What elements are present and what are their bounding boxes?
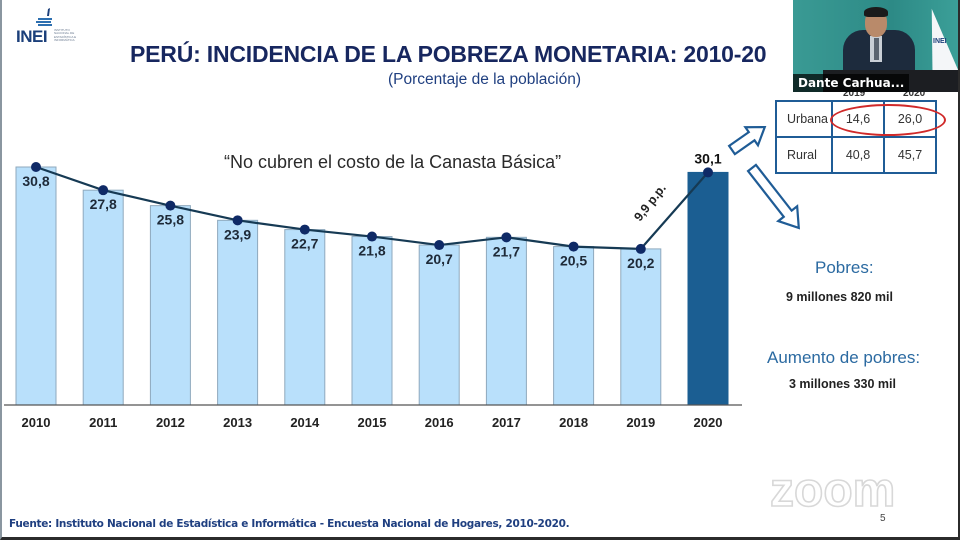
change-annotation: 9,9 p.p. <box>631 181 669 224</box>
table-row-rural: Rural 40,8 45,7 <box>775 136 937 174</box>
line-point-2011 <box>98 185 109 196</box>
bar-2020 <box>687 171 729 406</box>
row-label: Urbana <box>775 100 833 138</box>
line-point-2012 <box>165 200 176 211</box>
bar-2010 <box>15 166 57 406</box>
cell-value: 40,8 <box>831 136 885 174</box>
line-point-2014 <box>299 224 310 235</box>
bar-2016 <box>418 244 460 406</box>
x-tick-label-2010: 2010 <box>22 415 51 430</box>
x-tick-label-2018: 2018 <box>559 415 588 430</box>
slide-subtitle: (Porcentaje de la población) <box>388 71 582 88</box>
increase-label: Aumento de pobres: <box>767 348 921 367</box>
line-point-2019 <box>635 243 646 254</box>
quote-text: “No cubren el costo de la Canasta Básica… <box>224 152 562 172</box>
poor-value: 9 millones 820 mil <box>786 290 893 304</box>
bar-2013 <box>217 219 259 406</box>
value-label-2012: 25,8 <box>157 212 184 228</box>
x-tick-label-2016: 2016 <box>425 415 454 430</box>
x-tick-label-2014: 2014 <box>290 415 320 430</box>
x-tick-label-2011: 2011 <box>89 415 117 430</box>
x-tick-label-2013: 2013 <box>223 415 252 430</box>
value-label-2020: 30,1 <box>694 150 721 166</box>
arrow-up-right-icon <box>727 125 767 156</box>
value-label-2010: 30,8 <box>22 173 49 189</box>
increase-value: 3 millones 330 mil <box>789 377 896 391</box>
bar-2019 <box>620 248 662 406</box>
line-point-2017 <box>501 232 512 243</box>
x-tick-label-2015: 2015 <box>358 415 387 430</box>
participant-video-tile[interactable]: INEI Dante Carhua... <box>793 0 958 92</box>
source-note: Fuente: Instituto Nacional de Estadístic… <box>9 518 570 530</box>
participant-name: Dante Carhua... <box>793 74 910 92</box>
x-tick-label-2012: 2012 <box>156 415 185 430</box>
table-header-2019: 2019 <box>843 88 866 99</box>
x-tick-label-2017: 2017 <box>492 415 521 430</box>
x-tick-label-2020: 2020 <box>694 415 723 430</box>
arrow-down-right-icon <box>746 163 801 230</box>
value-label-2016: 20,7 <box>426 251 453 267</box>
poor-label: Pobres: <box>815 258 874 277</box>
value-label-2013: 23,9 <box>224 226 251 242</box>
bar-2018 <box>553 246 595 406</box>
line-point-2013 <box>232 215 243 226</box>
value-label-2018: 20,5 <box>560 253 587 269</box>
table-header-2020: 2020 <box>903 88 926 99</box>
highlight-ellipse <box>830 104 946 136</box>
line-point-2016 <box>434 240 445 251</box>
cell-value: 45,7 <box>883 136 937 174</box>
bar-2011 <box>82 189 124 406</box>
logo-subtext: INSTITUTO NACIONAL DE ESTADÍSTICA E INFO… <box>54 28 77 43</box>
x-tick-label-2019: 2019 <box>626 415 655 430</box>
line-point-2015 <box>367 231 377 242</box>
value-label-2017: 21,7 <box>493 243 520 259</box>
zoom-watermark-text: zoom <box>770 468 895 512</box>
bar-2012 <box>149 205 191 406</box>
slide-title: PERÚ: INCIDENCIA DE LA POBREZA MONETARIA… <box>130 41 767 67</box>
value-label-2015: 21,8 <box>358 243 385 259</box>
line-point-2010 <box>31 162 41 172</box>
inei-logo <box>14 8 84 52</box>
page-number: 5 <box>880 513 886 524</box>
row-label: Rural <box>775 136 833 174</box>
bar-2015 <box>351 236 393 406</box>
flag-logo: INEI <box>933 38 947 45</box>
line-point-2018 <box>568 241 579 252</box>
inei-logo-icon <box>36 8 52 26</box>
zoom-watermark: zoom <box>769 463 920 518</box>
value-label-2011: 27,8 <box>90 196 117 212</box>
bar-2014 <box>284 229 326 406</box>
value-label-2019: 20,2 <box>627 255 654 271</box>
line-point-2020 <box>703 167 713 178</box>
bar-2017 <box>485 236 527 406</box>
zoom-logo-icon: zoom <box>769 463 896 518</box>
logo-text: INEI <box>16 27 48 46</box>
value-label-2014: 22,7 <box>291 236 318 252</box>
